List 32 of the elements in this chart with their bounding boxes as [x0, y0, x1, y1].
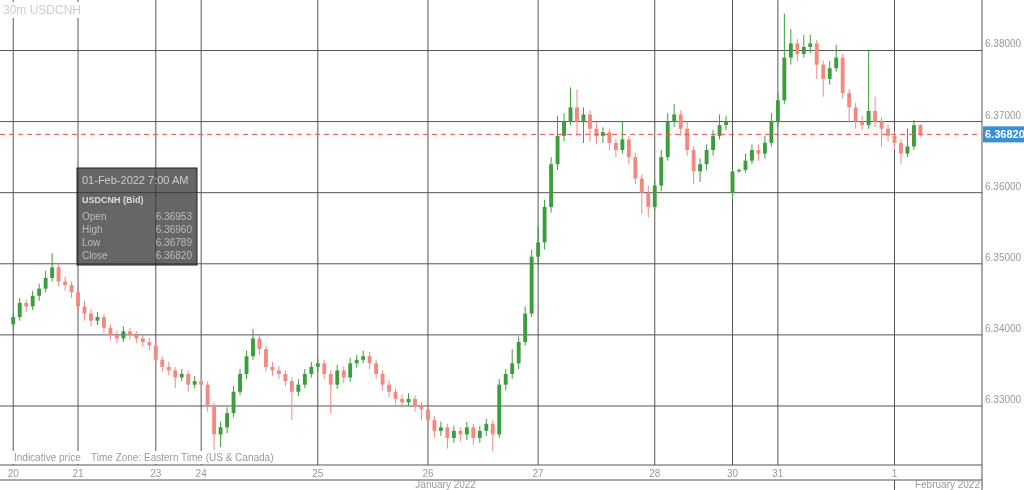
x-tick-label: 27 [532, 468, 545, 479]
annotation: Time Zone: Eastern Time (US & Canada) [91, 452, 274, 463]
x-tick-label: 1 [891, 468, 898, 479]
annotation: 6.36960 [155, 224, 193, 235]
annotation: Indicative price [14, 452, 82, 463]
annotation: 6.36789 [155, 237, 193, 248]
annotation: 6.36953 [155, 211, 193, 222]
text: January 2022 [415, 479, 477, 490]
text: February 2022 [914, 479, 981, 490]
x-tick-label: 26 [422, 468, 434, 479]
y-tick-label: 6.35000 [985, 251, 1022, 263]
y-tick-label: 6.38000 [985, 38, 1022, 50]
annotation: Low [82, 237, 102, 248]
x-tick-label: 30 [726, 468, 739, 479]
x-tick-label: 31 [772, 468, 784, 479]
annotation: Open [82, 211, 107, 222]
y-tick-label: 6.37000 [985, 109, 1022, 121]
x-tick-label: 25 [312, 468, 324, 479]
annotation: 6.36820 [155, 250, 193, 261]
x-tick-label: 20 [7, 468, 20, 479]
x-tick-label: 28 [649, 468, 661, 479]
y-tick-label: 6.36000 [985, 180, 1022, 192]
annotation: USDCNH (Bid) [82, 195, 144, 205]
y-tick-label: 6.34000 [985, 322, 1022, 334]
x-tick-label: 21 [72, 468, 85, 479]
annotation: 01-Feb-2022 7:00 AM [82, 174, 189, 186]
y-tick-label: 6.33000 [985, 393, 1022, 405]
annotation: Close [82, 250, 108, 261]
annotation: High [82, 224, 103, 235]
x-tick-label: 23 [150, 468, 162, 479]
x-tick-label: 24 [195, 468, 208, 479]
ref-line-label: 6.36820 [985, 128, 1024, 141]
